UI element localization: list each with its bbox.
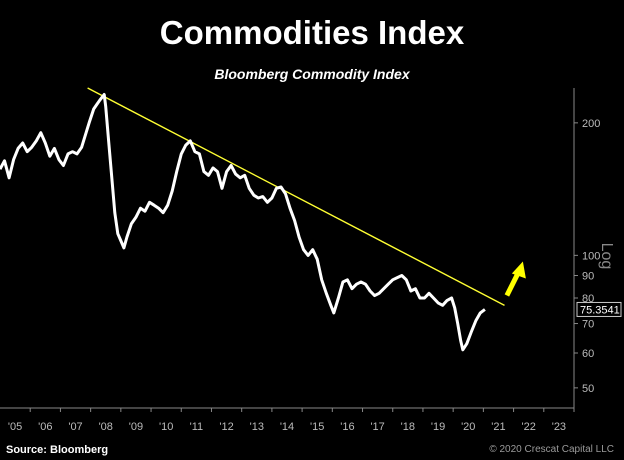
- y-tick-label: 200: [582, 118, 600, 130]
- y-axis-label: Log: [598, 243, 615, 270]
- x-tick-label: '23: [552, 421, 566, 433]
- up-arrow-icon: [504, 261, 526, 297]
- x-tick-label: '19: [431, 421, 445, 433]
- y-tick-label: 60: [582, 348, 594, 360]
- x-tick-label: '21: [491, 421, 505, 433]
- x-tick-label: '17: [370, 421, 384, 433]
- source-note: Source: Bloomberg: [6, 444, 109, 456]
- x-tick-label: '07: [68, 421, 82, 433]
- x-tick-label: '10: [159, 421, 173, 433]
- x-tick-label: '08: [99, 421, 113, 433]
- last-value-label: 75.3541: [580, 304, 620, 316]
- x-tick-label: '16: [340, 421, 354, 433]
- trendline: [87, 87, 505, 306]
- x-tick-label: '06: [38, 421, 52, 433]
- x-tick-label: '15: [310, 421, 324, 433]
- last-value-badge: 75.3541: [576, 301, 622, 317]
- x-tick-label: '13: [250, 421, 264, 433]
- x-tick-label: '14: [280, 421, 294, 433]
- x-tick-label: '12: [219, 421, 233, 433]
- chart-subtitle: Bloomberg Commodity Index: [214, 66, 410, 82]
- x-tick-label: '09: [129, 421, 143, 433]
- x-tick-label: '05: [8, 421, 22, 433]
- y-tick-label: 90: [582, 270, 594, 282]
- y-tick-label: 50: [582, 383, 594, 395]
- x-tick-label: '20: [461, 421, 475, 433]
- x-tick-label: '18: [401, 421, 415, 433]
- copyright-note: © 2020 Crescat Capital LLC: [489, 444, 614, 455]
- x-tick-label: '11: [190, 421, 204, 433]
- x-tick-label: '22: [522, 421, 536, 433]
- y-tick-label: 70: [582, 319, 594, 331]
- y-tick-label: 100: [582, 250, 600, 262]
- series-line: [0, 93, 486, 352]
- chart-title: Commodities Index: [159, 14, 465, 51]
